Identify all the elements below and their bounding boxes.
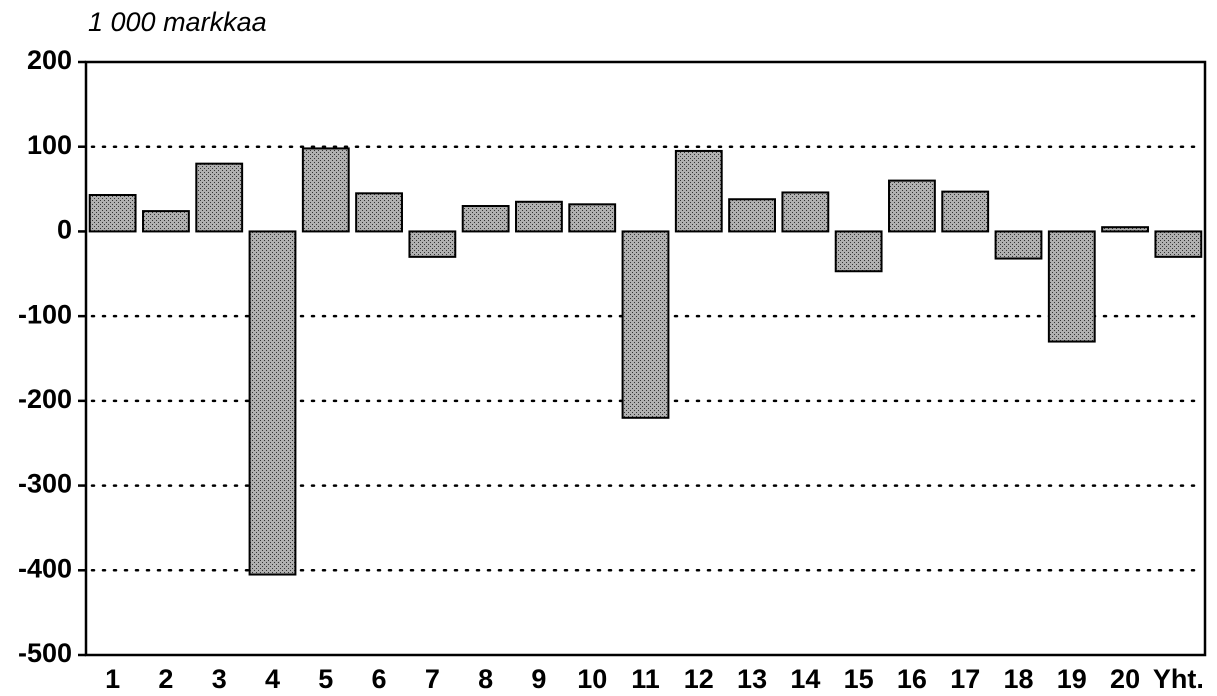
x-tick-label: 16 <box>897 664 927 694</box>
chart-title: 1 000 markkaa <box>88 7 267 37</box>
bar <box>674 149 723 233</box>
y-tick-label: 200 <box>27 45 72 75</box>
x-tick-label: 12 <box>684 664 714 694</box>
bar <box>781 191 830 233</box>
y-tick-label: -200 <box>18 384 72 414</box>
x-tick-label: 9 <box>531 664 546 694</box>
y-tick-label: -100 <box>18 299 72 329</box>
x-tick-label: 6 <box>372 664 387 694</box>
bar <box>834 230 883 273</box>
y-tick-label: -300 <box>18 469 72 499</box>
x-tick-label: 1 <box>105 664 120 694</box>
x-tick-label: 14 <box>790 664 820 694</box>
plot-frame <box>84 60 1207 657</box>
x-tick-label: 15 <box>844 664 874 694</box>
x-tick-label: 10 <box>577 664 607 694</box>
bar <box>1154 230 1203 258</box>
bar <box>1101 226 1149 233</box>
bar <box>461 205 510 233</box>
y-tick-label: -400 <box>18 553 72 583</box>
x-tick-label: 13 <box>737 664 767 694</box>
x-tick-label: 8 <box>478 664 493 694</box>
bar <box>355 192 403 233</box>
bar <box>248 230 297 576</box>
y-tick-label: -500 <box>18 638 72 668</box>
x-tick-label: 7 <box>425 664 440 694</box>
x-tick-label: 3 <box>212 664 227 694</box>
bar <box>994 230 1043 260</box>
y-tick-label: 0 <box>57 215 72 245</box>
bar <box>568 203 617 233</box>
x-tick-label: 2 <box>158 664 173 694</box>
bar <box>142 210 190 233</box>
bar <box>888 179 936 233</box>
x-tick-label: 11 <box>631 664 660 694</box>
bar <box>88 194 137 233</box>
x-tick-label: Yht. <box>1153 664 1204 694</box>
bar <box>195 162 244 233</box>
bar <box>941 190 990 233</box>
x-tick-label: 18 <box>1003 664 1033 694</box>
x-tick-label: 19 <box>1057 664 1087 694</box>
bar <box>621 230 670 419</box>
bar <box>515 200 563 233</box>
x-tick-label: 20 <box>1110 664 1140 694</box>
y-tick-label: 100 <box>27 130 72 160</box>
bar <box>728 198 776 233</box>
bar <box>408 230 457 258</box>
bar <box>301 147 350 233</box>
x-tick-label: 4 <box>265 664 280 694</box>
bar <box>1047 230 1096 343</box>
x-tick-label: 5 <box>318 664 333 694</box>
x-tick-label: 17 <box>950 664 980 694</box>
